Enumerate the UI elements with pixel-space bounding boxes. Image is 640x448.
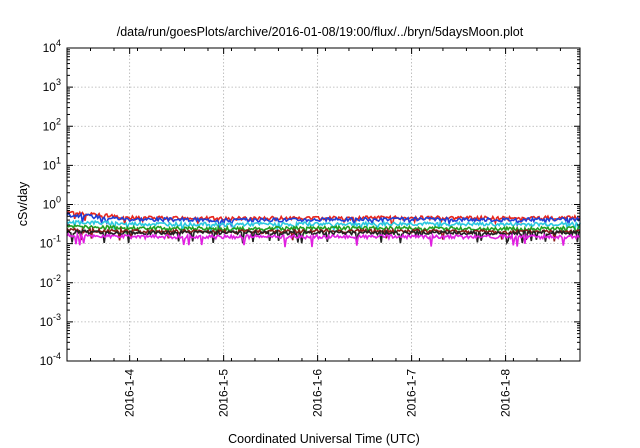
y-tick-label: 100 <box>43 195 61 212</box>
y-tick-label: 102 <box>43 116 61 133</box>
y-tick-label: 101 <box>43 155 61 172</box>
series-line <box>66 219 581 233</box>
y-tick-label: 104 <box>43 38 61 55</box>
series-line <box>66 231 581 248</box>
x-tick-label: 2016-1-7 <box>405 369 419 417</box>
x-axis-ticks: 2016-1-4 2016-1-5 2016-1-6 2016-1-7 2016-1-8 <box>66 48 561 417</box>
grid-lines <box>67 48 580 361</box>
series-line <box>66 211 581 230</box>
x-tick-label: 2016-1-8 <box>499 369 513 417</box>
y-axis-label: cSv/day <box>16 181 30 226</box>
x-tick-label: 2016-1-4 <box>123 369 137 417</box>
y-tick-label: 10-4 <box>40 351 61 368</box>
y-tick-label: 10-3 <box>40 312 61 329</box>
x-axis-label: Coordinated Universal Time (UTC) <box>228 432 420 446</box>
series-line <box>66 223 581 236</box>
series-line <box>66 226 581 242</box>
x-tick-label: 2016-1-6 <box>311 369 325 417</box>
series-layer <box>66 210 581 248</box>
chart-title: /data/run/goesPlots/archive/2016-01-08/1… <box>117 25 524 39</box>
x-tick-label: 2016-1-5 <box>217 369 231 417</box>
y-tick-label: 10-2 <box>40 273 61 290</box>
series-line <box>66 228 581 246</box>
y-tick-label: 103 <box>43 77 61 94</box>
y-tick-label: 10-1 <box>40 234 61 251</box>
y-axis-ticks: 10-4 10-3 10-2 10-1 100 101 102 103 104 <box>40 38 580 368</box>
